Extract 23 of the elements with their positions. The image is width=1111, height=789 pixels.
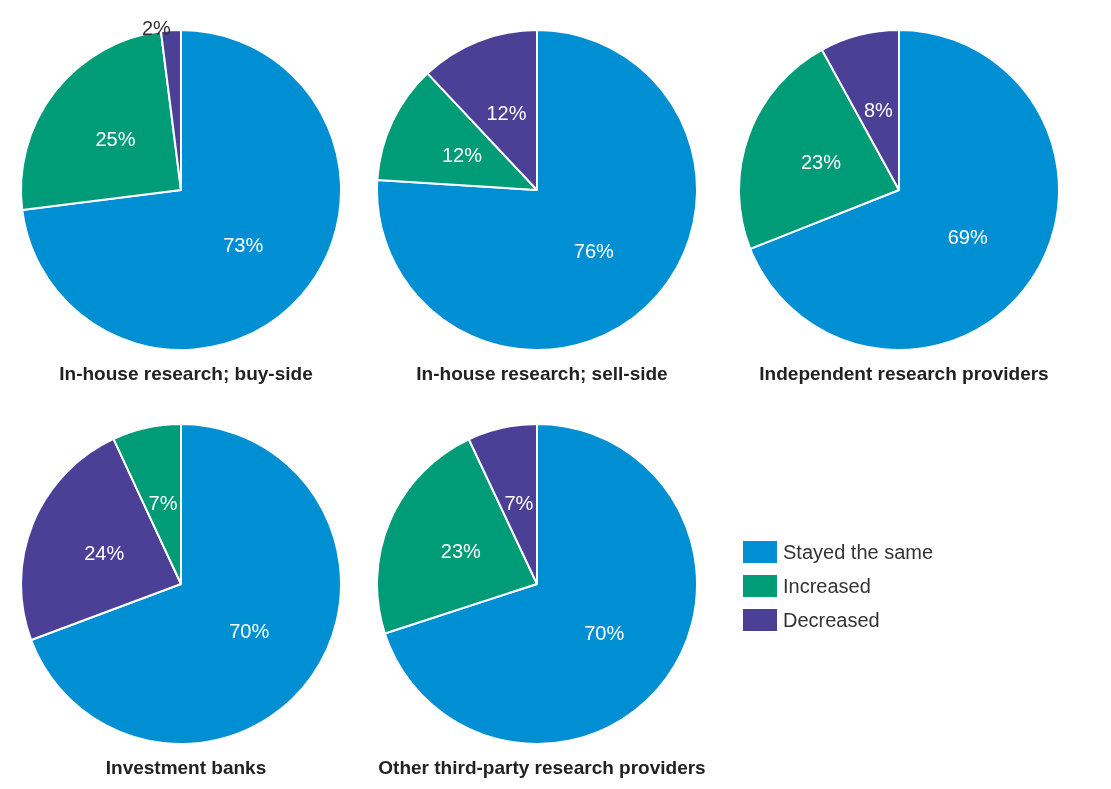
text: Other third-party research providers [378,757,706,778]
data-label: 8% [863,98,894,121]
data-label: 70% [584,621,625,644]
text: In-house research; sell-side [416,363,668,384]
text: Investment banks [105,757,267,778]
data-label: 23% [440,540,482,563]
text: In-house research; buy-side [59,363,313,384]
legend-label: Increased [783,575,871,597]
data-label: 25% [95,128,136,151]
data-label: 70% [229,620,270,643]
data-label: 12% [486,101,527,124]
text: Independent research providers [759,363,1049,384]
data-label: 2% [141,17,172,40]
data-label: 69% [947,225,988,248]
data-label: 23% [800,150,842,173]
data-label: 73% [223,233,264,256]
data-label: 12% [441,143,483,166]
data-label: 24% [84,541,125,564]
legend-label: Stayed the same [783,541,934,563]
data-label: 76% [573,239,615,262]
data-label: 7% [504,492,534,514]
legend-label: Decreased [783,609,880,631]
data-label: 7% [148,491,178,514]
